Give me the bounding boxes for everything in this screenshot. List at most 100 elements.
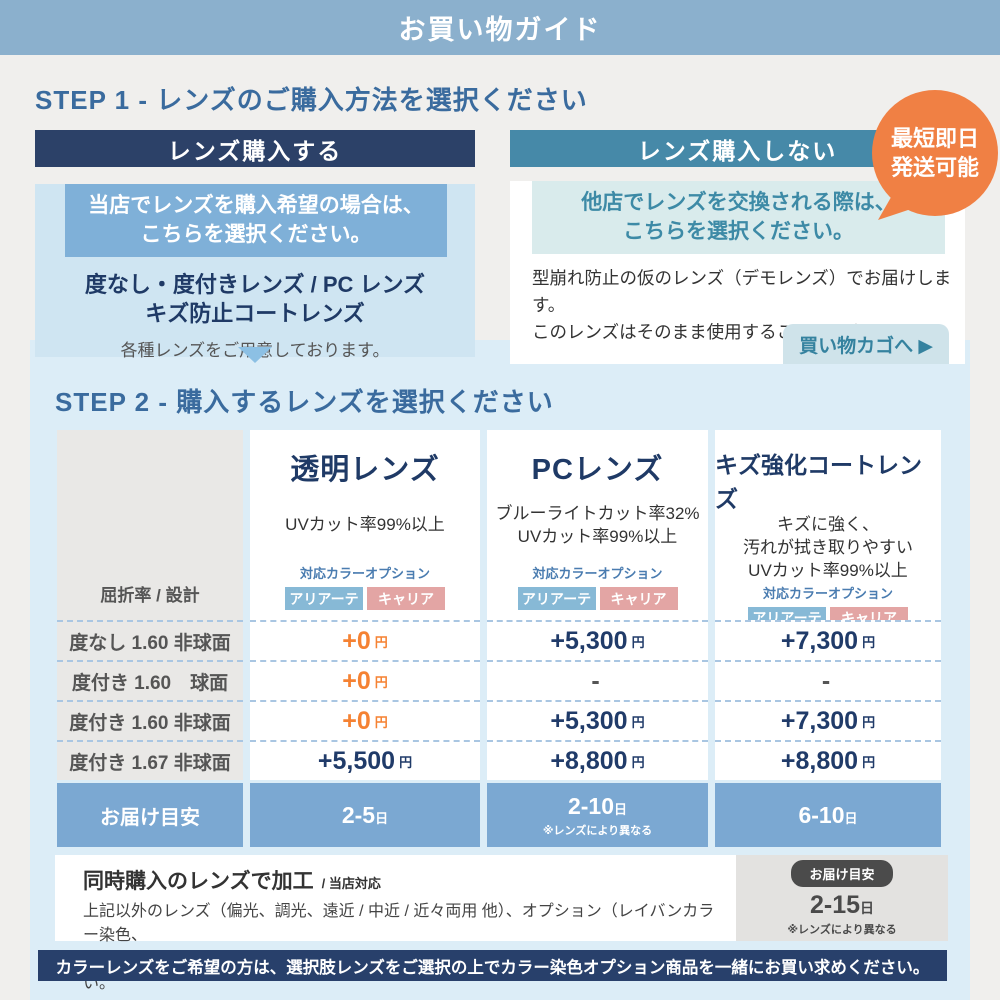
price-cell: +7,300 円 [715, 620, 941, 660]
no-lens-highlight-line1: 他店でレンズを交換される際は、 [581, 191, 896, 214]
delivery-cell: 6-10日 [715, 783, 941, 847]
step1-heading: STEP 1 - レンズのご購入方法を選択ください [35, 85, 588, 115]
price-cell: +8,800 円 [487, 740, 708, 780]
table-header-row: 屈折率 / 設計 透明レンズ UVカット率99%以上 対応カラーオプション アリ… [57, 430, 941, 630]
info-body-line1: 上記以外のレンズ（偏光、調光、遠近 / 中近 / 近々両用 他）、オプション（レ… [83, 903, 715, 944]
price-value: +0 [342, 666, 371, 695]
buy-lens-types-line2: キズ防止コートレンズ [145, 301, 365, 327]
price-cell: +0 円 [250, 620, 480, 660]
column-desc: ブルーライトカット率32% UVカット率99%以上 [495, 488, 699, 563]
price-cell: +8,800 円 [715, 740, 941, 780]
info-title: 同時購入のレンズで加工 [83, 870, 314, 893]
price-cell: +0 円 [250, 660, 480, 700]
delivery-unit: 日 [860, 899, 875, 916]
info-delivery-box: お届け目安 2-15日 ※レンズにより異なる [736, 855, 948, 941]
delivery-days: 2-15 [809, 890, 861, 919]
badge-line2: 発送可能 [890, 155, 979, 181]
column-desc-line: キズに強く、 [777, 515, 879, 534]
column-desc: キズに強く、 汚れが拭き取りやすい UVカット率99%以上 [743, 514, 913, 583]
info-text-area: 同時購入のレンズで加工 / 当店対応 上記以外のレンズ（偏光、調光、遠近 / 中… [55, 855, 736, 992]
table-row: 度付き 1.67 非球面 +5,500 円 +8,800 円 +8,800 円 [57, 740, 941, 780]
price-unit: 円 [862, 634, 876, 650]
page-title: お買い物ガイド [398, 15, 602, 45]
no-lens-option-button[interactable]: レンズ購入しない [510, 130, 965, 167]
price-cell: - [715, 660, 941, 700]
buy-lens-option-button[interactable]: レンズ購入する [35, 130, 475, 167]
price-unit: 円 [631, 714, 645, 730]
badge-line1: 最短即日 [890, 126, 979, 151]
price-cell: +0 円 [250, 700, 480, 740]
price-unit: 円 [399, 754, 413, 770]
color-option-label: 対応カラーオプション [299, 566, 430, 581]
no-lens-highlight: 他店でレンズを交換される際は、 こちらを選択ください。 [532, 181, 945, 254]
price-unit: 円 [374, 634, 388, 650]
price-value: +7,300 [780, 706, 859, 735]
buy-lens-highlight: 当店でレンズを購入希望の場合は、 こちらを選択ください。 [65, 184, 447, 257]
row-label: 度なし 1.60 非球面 [57, 620, 243, 660]
price-unit: 円 [374, 674, 388, 690]
price-value: +5,500 [317, 746, 396, 775]
delivery-unit: 日 [844, 810, 858, 826]
delivery-note: ※レンズにより異なる [542, 824, 653, 837]
delivery-days: 2-10 [567, 792, 615, 819]
info-delivery-note: ※レンズにより異なる [787, 923, 897, 936]
price-unit: 円 [862, 754, 876, 770]
down-arrow-icon [238, 347, 272, 363]
table-row: 度付き 1.60 非球面 +0 円 +5,300 円 +7,300 円 [57, 700, 941, 740]
color-option-label: 対応カラーオプション [762, 585, 893, 601]
table-corner-cell: 屈折率 / 設計 [57, 430, 243, 620]
buy-lens-types-line1: 度なし・度付きレンズ / PC レンズ [84, 271, 426, 297]
delivery-cell: 2-5日 [250, 783, 480, 847]
delivery-estimate-pill: お届け目安 [791, 859, 893, 887]
column-title: キズ強化コートレンズ [715, 452, 922, 512]
ariate-badge: アリアーテ [285, 587, 363, 610]
price-cell: +5,500 円 [250, 740, 480, 780]
no-lens-highlight-line2: こちらを選択ください。 [623, 220, 854, 244]
column-title: 透明レンズ [290, 454, 440, 486]
column-desc-line: UVカット率99%以上 [748, 560, 908, 580]
column-desc: UVカット率99%以上 [285, 488, 445, 563]
price-unit: 円 [862, 714, 876, 730]
delivery-row-label: お届け目安 [57, 783, 243, 847]
price-value: +0 [342, 706, 371, 735]
info-body: 上記以外のレンズ（偏光、調光、遠近 / 中近 / 近々両用 他）、オプション（レ… [83, 900, 726, 996]
row-label: 度付き 1.60 球面 [57, 660, 243, 700]
column-desc-line: UVカット率99%以上 [517, 526, 678, 546]
delivery-cell: 2-10日 ※レンズにより異なる [487, 783, 708, 847]
price-unit: 円 [631, 754, 645, 770]
column-title: PCレンズ [531, 454, 664, 486]
buy-lens-panel-body: 当店でレンズを購入希望の場合は、 こちらを選択ください。 度なし・度付きレンズ … [35, 184, 475, 360]
column-desc-line: 汚れが拭き取りやすい [743, 537, 913, 557]
price-value: - [821, 666, 831, 695]
page-header: お買い物ガイド [0, 0, 1000, 55]
table-row: 度なし 1.60 非球面 +0 円 +5,300 円 +7,300 円 [57, 620, 941, 660]
price-value: +5,300 [550, 706, 628, 735]
go-to-cart-link[interactable]: 買い物カゴへ ▶ [783, 324, 949, 364]
step2-heading: STEP 2 - 購入するレンズを選択ください [55, 387, 554, 417]
color-option-badges: アリアーテ キャリア [517, 587, 678, 610]
info-subtitle: / 当店対応 [321, 876, 381, 891]
price-cell: +5,300 円 [487, 700, 708, 740]
column-header-clear-lens: 透明レンズ UVカット率99%以上 対応カラーオプション アリアーテ キャリア [250, 430, 480, 620]
color-option-label: 対応カラーオプション [532, 566, 663, 581]
no-lens-note-line1: 型崩れ防止の仮のレンズ（デモレンズ）でお届けします。 [532, 267, 952, 315]
price-value: +8,800 [780, 746, 859, 775]
table-row: 度付き 1.60 球面 +0 円 - - [57, 660, 941, 700]
delivery-days: 6-10 [798, 801, 845, 828]
row-label: 度付き 1.60 非球面 [57, 700, 243, 740]
price-cell: +7,300 円 [715, 700, 941, 740]
price-unit: 円 [631, 634, 645, 650]
delivery-unit: 日 [614, 801, 628, 817]
same-day-shipping-badge: 最短即日 発送可能 [872, 124, 998, 182]
corner-label: 屈折率 / 設計 [100, 586, 200, 605]
lens-comparison-table: 屈折率 / 設計 透明レンズ UVカット率99%以上 対応カラーオプション アリ… [57, 430, 941, 847]
buy-lens-highlight-line1: 当店でレンズを購入希望の場合は、 [88, 194, 424, 217]
career-badge: キャリア [367, 587, 445, 610]
price-cell: +5,300 円 [487, 620, 708, 660]
price-unit: 円 [374, 714, 388, 730]
row-label: 度付き 1.67 非球面 [57, 740, 243, 780]
career-badge: キャリア [599, 587, 678, 610]
price-value: +7,300 [780, 626, 859, 655]
delivery-days: 2-5 [341, 801, 376, 828]
